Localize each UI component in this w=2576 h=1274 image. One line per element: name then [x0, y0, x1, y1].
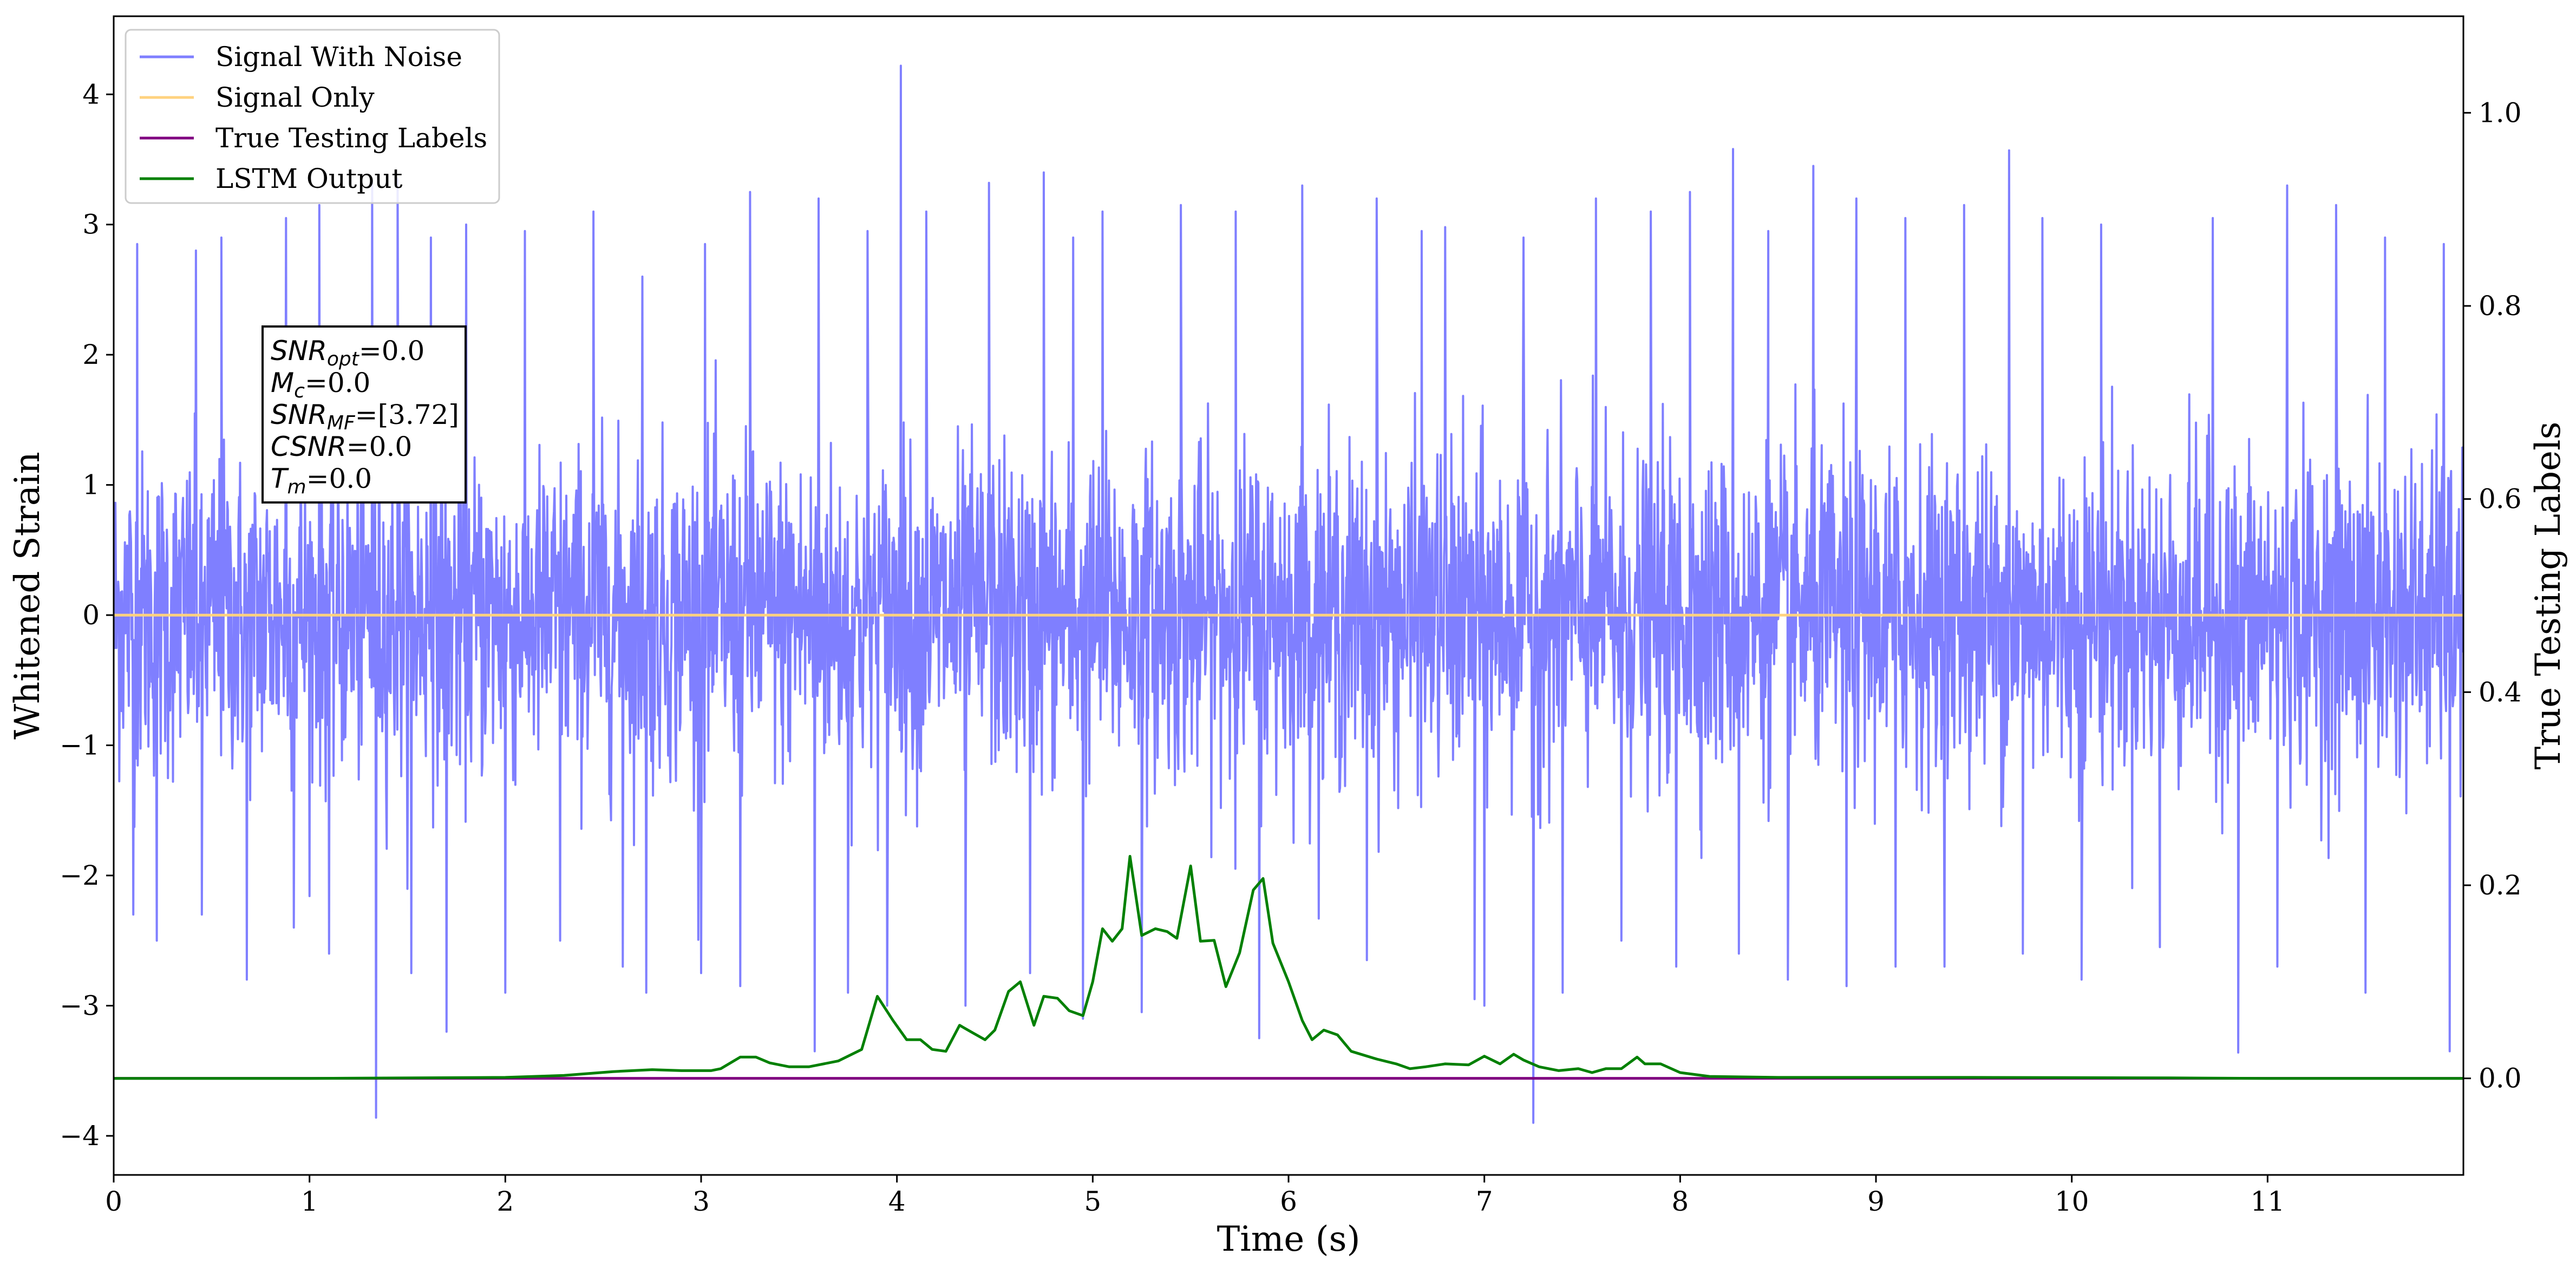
x-tick-label: 0: [105, 1186, 122, 1217]
legend-box: [125, 29, 500, 204]
x-axis: 0 1 2 3 4 5 6 7 8 9 10 11: [105, 1175, 2285, 1217]
series-signal-with-noise: [114, 64, 2463, 1124]
x-tick-label: 7: [1476, 1186, 1493, 1217]
y-axis-left: −4 −3 −2 −1 0 1 2 3 4: [60, 79, 114, 1152]
plot-area: [114, 64, 2463, 1124]
x-tick-label: 11: [2251, 1186, 2285, 1217]
legend-label: Signal With Noise: [215, 41, 462, 73]
legend-label: True Testing Labels: [215, 122, 487, 154]
y-tick-label: 3: [82, 209, 100, 240]
y-tick-label: 2: [82, 339, 100, 370]
x-tick-label: 8: [1671, 1186, 1689, 1217]
x-tick-label: 3: [692, 1186, 710, 1217]
y-tick-label: −2: [60, 860, 100, 891]
y-tick-label: 4: [82, 79, 100, 110]
y-axis-title: Whitened Strain: [8, 452, 48, 739]
x-tick-label: 1: [301, 1186, 318, 1217]
legend-label: Signal Only: [215, 82, 375, 113]
y-right-tick-label: 0.0: [2479, 1063, 2522, 1094]
y-tick-label: −4: [60, 1120, 100, 1152]
info-box-frame: [261, 325, 467, 504]
y-right-tick-label: 0.8: [2479, 290, 2522, 322]
y-right-tick-label: 0.4: [2479, 676, 2522, 708]
y-axis-right: 0.0 0.2 0.4 0.6 0.8 1.0: [2463, 97, 2522, 1094]
info-line: SNRopt=0.0: [271, 335, 424, 370]
x-tick-label: 2: [496, 1186, 514, 1217]
y-tick-label: −3: [60, 990, 100, 1021]
x-tick-label: 6: [1280, 1186, 1297, 1217]
x-tick-label: 10: [2055, 1186, 2089, 1217]
y-tick-label: −1: [60, 730, 100, 761]
x-tick-label: 9: [1867, 1186, 1885, 1217]
y-right-tick-label: 0.2: [2479, 870, 2522, 901]
info-line: SNRMF=[3.72]: [271, 399, 459, 434]
y-tick-label: 0: [82, 599, 100, 631]
legend-label: LSTM Output: [215, 163, 402, 194]
legend: Signal With Noise Signal Only True Testing…: [125, 29, 500, 204]
series-lstm-output: [114, 855, 2463, 1080]
x-tick-label: 4: [888, 1186, 906, 1217]
y-right-tick-label: 1.0: [2479, 97, 2522, 128]
info-box: SNRopt=0.0Mc=0.0SNRMF=[3.72]CSNR=0.0Tm=0…: [261, 325, 467, 504]
info-line: Tm=0.0: [271, 463, 372, 498]
info-line: CSNR=0.0: [271, 431, 412, 462]
x-axis-title: Time (s): [1217, 1219, 1361, 1259]
y-axis-right-title: True Testing Labels: [2528, 422, 2568, 770]
x-tick-label: 5: [1084, 1186, 1101, 1217]
y-tick-label: 1: [82, 469, 100, 501]
info-line: Mc=0.0: [271, 367, 370, 402]
y-right-tick-label: 0.6: [2479, 484, 2522, 515]
